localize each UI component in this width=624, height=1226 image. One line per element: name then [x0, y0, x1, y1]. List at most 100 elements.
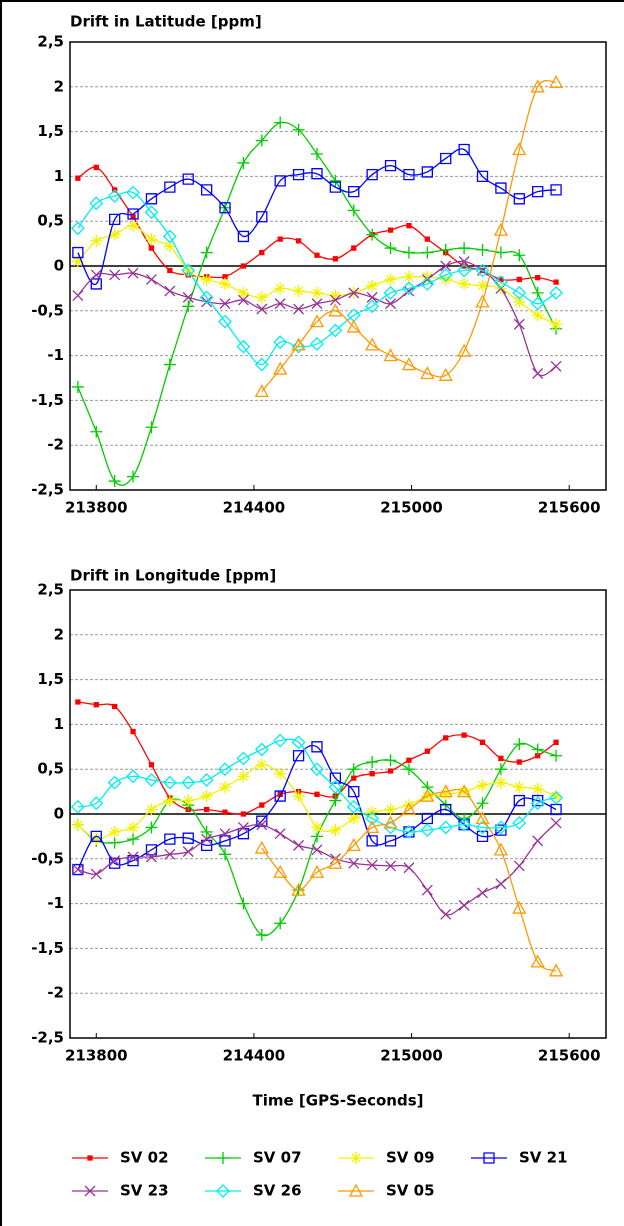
data-point: [513, 860, 525, 872]
data-point: [366, 168, 378, 181]
data-point: [89, 196, 104, 211]
data-point: [256, 211, 268, 223]
data-point: [498, 755, 504, 762]
data-point: [90, 833, 103, 846]
data-point: [347, 204, 360, 217]
data-point: [222, 809, 228, 815]
data-point: [219, 298, 231, 310]
data-point: [458, 899, 470, 911]
data-point: [438, 268, 453, 282]
data-point: [532, 368, 544, 379]
data-point: [181, 263, 196, 278]
data-point: [145, 851, 157, 863]
plot-area: [69, 41, 607, 491]
data-point: [549, 790, 563, 805]
data-point: [387, 227, 394, 233]
data-point: [127, 219, 140, 232]
data-point: [421, 884, 433, 896]
data-point: [494, 246, 507, 259]
data-point: [424, 748, 430, 754]
data-point: [329, 294, 341, 306]
data-point: [222, 274, 228, 280]
data-point: [144, 205, 159, 220]
data-point: [383, 348, 398, 362]
data-point: [549, 285, 563, 300]
data-point: [329, 794, 342, 807]
data-point: [458, 277, 471, 290]
data-point: [274, 175, 286, 187]
series-line: [77, 148, 557, 286]
legend-marker: [87, 1155, 93, 1161]
data-point: [200, 273, 213, 286]
data-point: [237, 821, 249, 833]
data-point: [108, 825, 121, 838]
data-point: [218, 762, 232, 777]
data-point: [127, 208, 139, 220]
data-point: [255, 928, 268, 941]
data-point: [495, 824, 507, 836]
data-point: [127, 470, 140, 483]
data-point: [532, 835, 544, 847]
y-tick-label: 0: [54, 257, 64, 275]
data-point: [403, 862, 415, 874]
data-point: [348, 185, 360, 198]
data-point: [200, 825, 213, 838]
data-point: [366, 756, 379, 769]
data-point: [130, 728, 136, 735]
data-point: [461, 732, 467, 738]
y-tick-label: 2: [54, 625, 64, 643]
data-point: [347, 763, 360, 776]
data-point: [167, 267, 173, 274]
data-point: [72, 864, 84, 876]
data-point: [402, 799, 415, 812]
data-point: [513, 318, 525, 330]
data-point: [332, 256, 339, 262]
x-tick-label: 215600: [538, 499, 601, 517]
data-point: [90, 269, 102, 281]
data-point: [329, 174, 342, 187]
data-point: [475, 263, 490, 278]
data-point: [109, 269, 121, 281]
data-point: [237, 770, 250, 783]
data-point: [550, 360, 562, 372]
x-tick-label: 214400: [223, 499, 286, 517]
data-point: [314, 791, 320, 797]
data-point: [387, 768, 394, 774]
data-point: [385, 860, 397, 872]
data-point: [311, 741, 323, 753]
data-point: [164, 181, 176, 193]
y-tick-label: -2: [47, 984, 64, 1002]
data-point: [145, 421, 158, 434]
data-point: [182, 291, 194, 303]
data-point: [513, 249, 526, 262]
data-point: [310, 337, 324, 351]
data-point: [369, 771, 375, 777]
data-point: [531, 309, 544, 322]
chart-title: Drift in Latitude [ppm]: [70, 13, 262, 31]
data-point: [366, 291, 378, 303]
data-point: [328, 780, 343, 795]
y-tick-label: 2,5: [37, 581, 64, 599]
y-tick-label: -1,5: [31, 939, 64, 957]
data-point: [109, 855, 121, 867]
data-point: [309, 314, 325, 328]
y-tick-label: -2,5: [31, 1029, 64, 1047]
data-point: [328, 323, 343, 338]
data-point: [311, 298, 323, 310]
data-point: [438, 367, 453, 381]
data-point: [291, 337, 306, 351]
data-point: [70, 221, 85, 236]
data-point: [311, 844, 323, 856]
data-point: [406, 757, 412, 763]
data-point: [108, 228, 121, 241]
data-point: [75, 699, 81, 705]
data-point: [182, 832, 194, 844]
data-point: [274, 790, 286, 802]
series-line: [261, 788, 557, 972]
data-point: [406, 223, 412, 229]
legend-marker: [84, 1185, 96, 1197]
data-point: [531, 743, 544, 756]
data-point: [145, 273, 157, 285]
data-point: [458, 143, 470, 156]
data-point: [90, 278, 102, 290]
